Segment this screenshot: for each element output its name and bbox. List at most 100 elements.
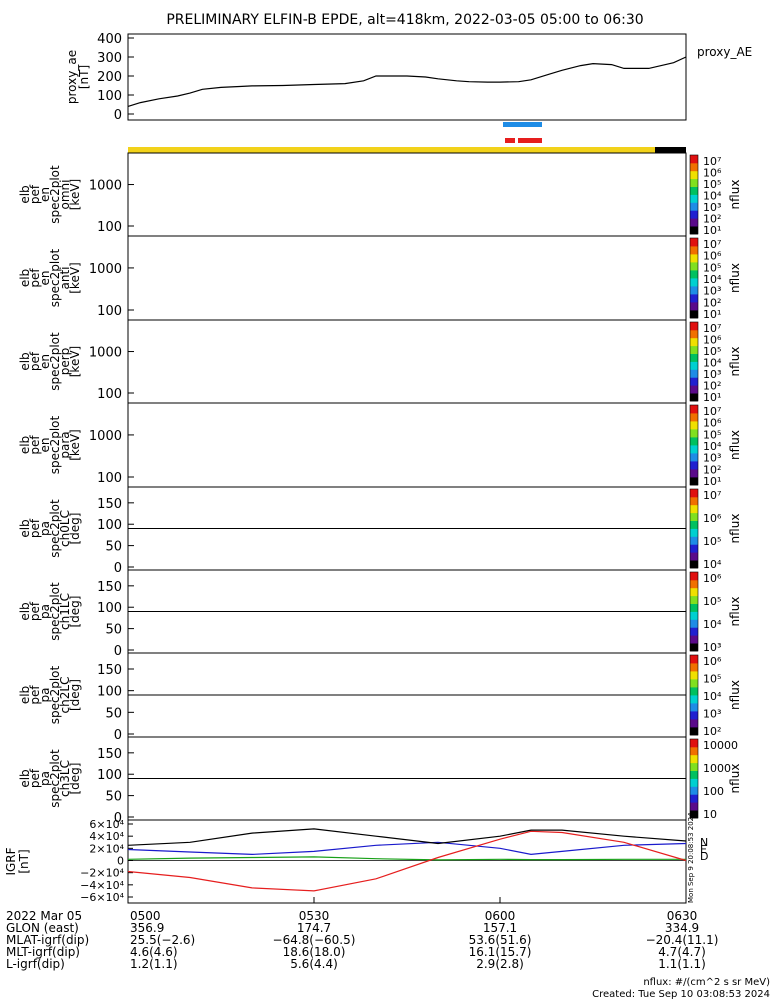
colorbar: 10⁶ 10⁵ 10⁴ 10³ 10² nflux <box>689 654 742 738</box>
xaxis-row-label: L-igrf(dip) <box>6 957 65 971</box>
colorbar-tick-label: 10⁵ <box>703 178 721 191</box>
colorbar-cell <box>690 461 698 470</box>
panel-frame <box>127 152 687 237</box>
colorbar-tick-label: 10⁴ <box>703 190 722 203</box>
colorbar-tick-label: 10⁶ <box>703 512 722 525</box>
colorbar-cell <box>690 278 698 287</box>
colorbar-cell <box>690 238 698 247</box>
colorbar-cell <box>690 361 698 370</box>
ylabel: spec2plot <box>48 415 62 474</box>
colorbar-label: nflux <box>728 263 742 293</box>
tick-label: 50 <box>105 706 122 721</box>
ylabel: elb <box>18 185 32 203</box>
colorbar-tick-label: 10⁴ <box>703 273 722 286</box>
colorbar-cell <box>690 286 698 295</box>
colorbar-cell <box>690 329 698 339</box>
colorbar-tick-label: 10⁶ <box>703 655 722 668</box>
colorbar-tick-label: 10⁵ <box>703 345 721 358</box>
colorbar-cell <box>690 162 698 172</box>
xaxis-row-value: 356.9 <box>130 921 164 935</box>
panels-layer: 4003002001000proxy_AEproxy_ae[nT]1000100… <box>4 32 752 904</box>
colorbar-frame <box>689 571 699 652</box>
colorbar-cell <box>690 218 698 227</box>
colorbar-cell <box>690 226 698 235</box>
colorbar-cell <box>690 210 698 219</box>
colorbar-tick-label: 10⁵ <box>703 428 721 441</box>
colorbar-cell <box>690 437 698 446</box>
ylabel: en <box>38 187 52 202</box>
colorbar-cell <box>690 469 698 478</box>
colorbar-tick-label: 10⁴ <box>703 357 722 370</box>
colorbar-cell <box>690 294 698 303</box>
colorbar-label: nflux <box>728 180 742 210</box>
colorbar-cell <box>690 643 698 652</box>
ylabel: pef <box>28 351 42 371</box>
created-note: Created: Tue Sep 10 03:08:53 2024 <box>592 989 770 1000</box>
ylabel: ch3LC <box>58 760 72 797</box>
colorbar-tick-label: 10⁶ <box>703 417 722 430</box>
chart-title: PRELIMINARY ELFIN-B EPDE, alt=418km, 202… <box>166 12 643 28</box>
colorbar-cell <box>690 611 698 620</box>
ae-tick-label: 100 <box>97 89 122 104</box>
igrf-legend-N: N <box>700 836 708 849</box>
colorbar-tick-label: 10³ <box>703 708 721 721</box>
colorbar-cell <box>690 552 698 561</box>
colorbar-tick-label: 10⁷ <box>703 489 721 502</box>
colorbar-label: nflux <box>728 514 742 544</box>
ylabel: [deg] <box>68 763 82 795</box>
ylabel: spec2plot <box>48 165 62 224</box>
panel-ch2: 150100500elbpefpaspec2plotch2LC[deg]10⁶1… <box>18 652 742 743</box>
xaxis-row-value: 0500 <box>130 909 161 923</box>
red-bar-2 <box>518 138 542 143</box>
colorbar-frame <box>689 237 699 319</box>
panel-frame <box>127 402 687 488</box>
colorbar-cell <box>690 170 698 180</box>
tick-label: 100 <box>97 304 122 319</box>
ylabel: spec2plot <box>48 749 62 808</box>
ylabel: pef <box>28 435 42 455</box>
colorbar-cell <box>690 528 698 537</box>
colorbar-tick-label: 10⁶ <box>703 167 722 180</box>
colorbar-frame <box>689 321 699 402</box>
ylabel: pef <box>28 768 42 788</box>
ylabel: elb <box>18 352 32 370</box>
ae-ylabel: [nT] <box>77 65 91 89</box>
tick-label: 150 <box>97 747 122 762</box>
ylabel: spec2plot <box>48 499 62 558</box>
colorbar-tick-label: 10⁵ <box>703 261 721 274</box>
ae-tick-label: 400 <box>97 32 122 47</box>
colorbar: 10⁶ 10⁵ 10⁴ 10³ nflux <box>689 571 742 654</box>
ylabel: spec2plot <box>48 248 62 307</box>
colorbar-label: nflux <box>728 347 742 377</box>
colorbar-cell <box>690 711 698 720</box>
igrf-tick-label: 4×10⁴ <box>89 830 124 843</box>
xaxis-row-value: 16.1(15.7) <box>469 945 532 959</box>
colorbar-tick-label: 10³ <box>703 641 721 654</box>
tick-label: 100 <box>97 685 122 700</box>
igrf-legend-E: E <box>700 843 707 856</box>
ylabel: elb <box>18 686 32 704</box>
ylabel: spec2plot <box>48 665 62 724</box>
colorbar-cell <box>690 453 698 462</box>
igrf-series-E <box>127 856 686 861</box>
colorbar-cell <box>690 536 698 545</box>
xaxis-row-value: −64.8(−60.5) <box>273 933 356 947</box>
colorbar-frame <box>689 654 699 736</box>
colorbar-tick-label: 10² <box>703 725 721 738</box>
colorbar-cell <box>690 353 698 362</box>
colorbar-tick-label: 10 <box>703 808 717 821</box>
colorbar-cell <box>690 770 698 779</box>
igrf-series-D <box>127 830 687 892</box>
colorbar-cell <box>690 178 698 187</box>
colorbar-frame <box>689 488 699 569</box>
colorbar-tick-label: 10² <box>703 380 721 393</box>
ylabel: [deg] <box>68 679 82 711</box>
orbit-bar <box>128 147 655 153</box>
panel-frame <box>127 235 687 321</box>
colorbar-cell <box>690 393 698 402</box>
colorbar-tick-label: 10¹ <box>703 308 721 321</box>
ae-frame <box>127 33 687 121</box>
